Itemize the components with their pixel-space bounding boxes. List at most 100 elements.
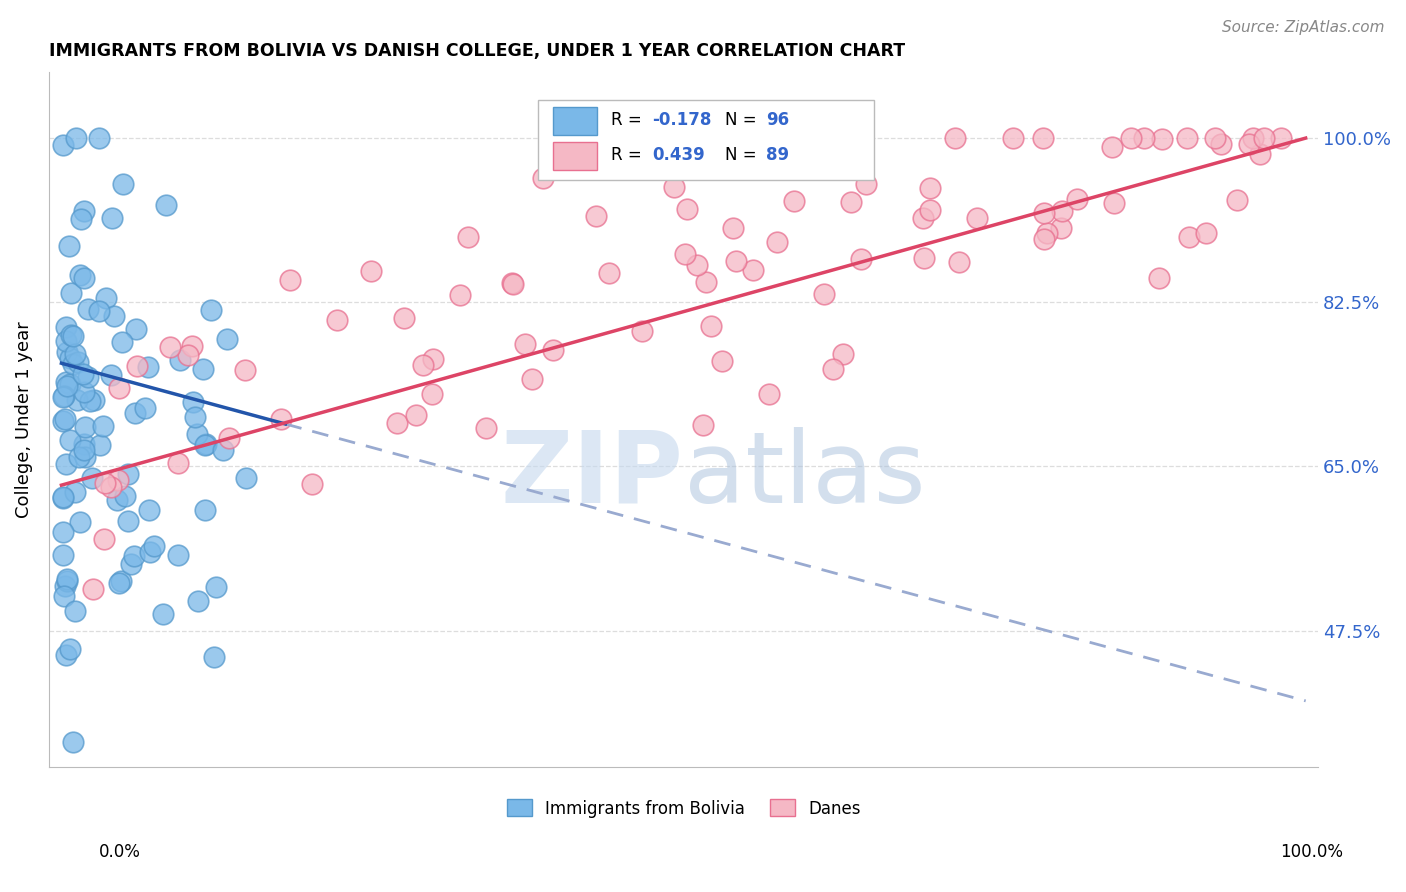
Point [823, 361, 845, 376]
Point [125, 321, 148, 335]
Point [422, 351, 444, 366]
Point [218, 430, 240, 444]
Point [187, 594, 209, 608]
Point [80, 471, 103, 485]
Point [664, 180, 686, 194]
Point [193, 362, 215, 376]
Text: 96: 96 [766, 112, 789, 129]
Point [183, 395, 205, 409]
Point [103, 309, 125, 323]
Point [1177, 131, 1199, 145]
Point [598, 266, 620, 280]
Point [59, 351, 82, 365]
Point [966, 211, 988, 226]
Point [59, 433, 82, 447]
Point [278, 273, 301, 287]
Point [194, 503, 217, 517]
Point [768, 157, 790, 171]
Point [55, 572, 77, 586]
Point [912, 251, 935, 265]
Point [73, 419, 96, 434]
Point [1001, 131, 1024, 145]
Point [79, 393, 101, 408]
Point [100, 480, 122, 494]
Point [849, 252, 872, 266]
Point [56, 378, 79, 392]
Point [1241, 131, 1264, 145]
Point [155, 198, 177, 212]
Point [194, 438, 217, 452]
Point [94, 475, 117, 490]
Point [1049, 221, 1071, 235]
Point [55, 457, 77, 471]
Point [59, 286, 82, 301]
Point [52, 491, 75, 506]
Point [270, 411, 292, 425]
Point [211, 443, 233, 458]
Point [73, 437, 96, 451]
Point [91, 418, 114, 433]
Point [67, 355, 90, 369]
Point [138, 545, 160, 559]
Point [585, 209, 607, 223]
Point [741, 262, 763, 277]
Point [52, 137, 75, 152]
Point [100, 368, 122, 382]
Point [77, 301, 100, 316]
Point [53, 579, 76, 593]
Point [52, 389, 75, 403]
Point [1066, 192, 1088, 206]
Point [1178, 229, 1201, 244]
Point [94, 291, 117, 305]
Point [55, 648, 77, 662]
Point [724, 254, 747, 268]
Legend: Immigrants from Bolivia, Danes: Immigrants from Bolivia, Danes [501, 793, 868, 824]
Point [387, 417, 409, 431]
Point [1101, 140, 1123, 154]
Point [87, 131, 110, 145]
FancyBboxPatch shape [553, 107, 598, 135]
Point [918, 181, 941, 195]
Text: ZIP: ZIP [501, 426, 683, 524]
Point [1226, 193, 1249, 207]
Point [142, 539, 165, 553]
Point [111, 334, 134, 349]
Point [420, 386, 443, 401]
Point [405, 409, 427, 423]
Point [695, 275, 717, 289]
Point [181, 339, 204, 353]
Point [65, 131, 87, 145]
Point [52, 390, 75, 404]
Point [108, 381, 131, 395]
Point [117, 514, 139, 528]
Point [166, 549, 188, 563]
Point [183, 410, 205, 425]
Point [1032, 131, 1054, 145]
Point [692, 417, 714, 432]
Point [1032, 206, 1054, 220]
Point [1050, 203, 1073, 218]
Point [73, 204, 96, 219]
FancyBboxPatch shape [553, 142, 598, 169]
Point [813, 287, 835, 301]
Point [138, 359, 160, 374]
Point [233, 363, 256, 377]
Point [56, 574, 79, 588]
Point [194, 437, 217, 451]
Point [59, 377, 82, 392]
Point [125, 359, 148, 374]
Text: -0.178: -0.178 [652, 112, 711, 129]
Point [114, 489, 136, 503]
Point [83, 392, 105, 407]
Point [1150, 131, 1173, 145]
Point [73, 384, 96, 399]
Point [457, 230, 479, 244]
Point [110, 574, 132, 588]
Point [62, 329, 84, 343]
Point [108, 575, 131, 590]
Point [70, 212, 93, 227]
Point [107, 473, 129, 487]
Point [449, 288, 471, 302]
Point [52, 414, 75, 428]
Point [326, 312, 349, 326]
